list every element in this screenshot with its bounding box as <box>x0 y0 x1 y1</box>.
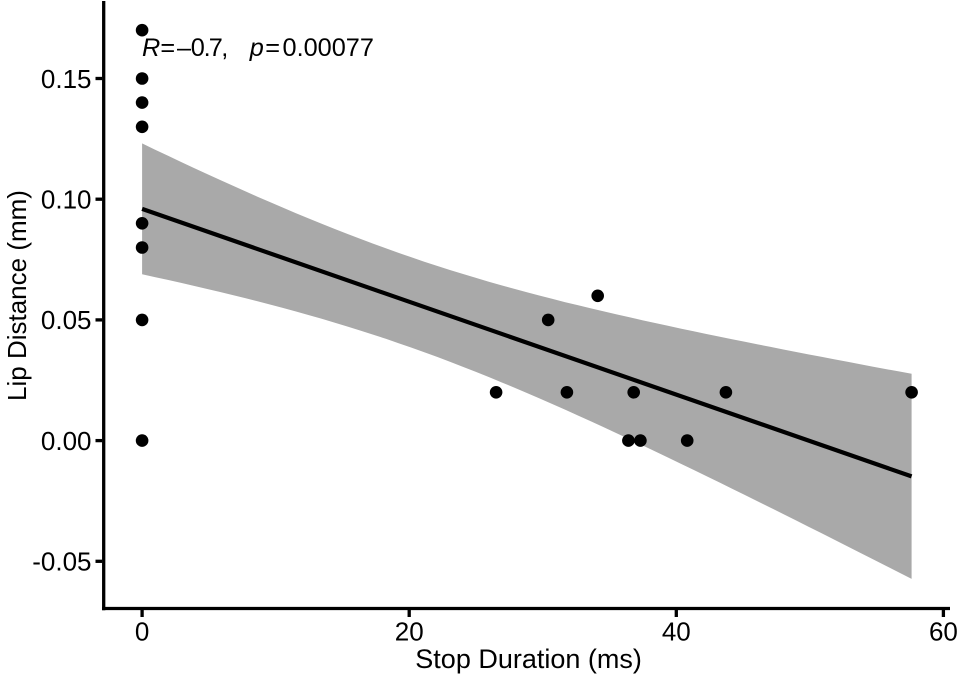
svg-text:20: 20 <box>395 616 424 646</box>
svg-text:R=–0.7,p=0.00077: R=–0.7, p=0.00077 <box>142 34 374 62</box>
svg-text:0.15: 0.15 <box>41 64 92 94</box>
svg-text:40: 40 <box>662 616 691 646</box>
svg-text:0: 0 <box>135 616 149 646</box>
svg-text:0.00: 0.00 <box>41 426 92 456</box>
svg-text:Lip Distance (mm): Lip Distance (mm) <box>2 190 32 401</box>
svg-text:-0.05: -0.05 <box>32 547 91 577</box>
svg-text:Stop Duration (ms): Stop Duration (ms) <box>415 644 642 674</box>
svg-text:0.10: 0.10 <box>41 185 92 215</box>
svg-text:60: 60 <box>929 616 958 646</box>
svg-text:0.05: 0.05 <box>41 305 92 335</box>
